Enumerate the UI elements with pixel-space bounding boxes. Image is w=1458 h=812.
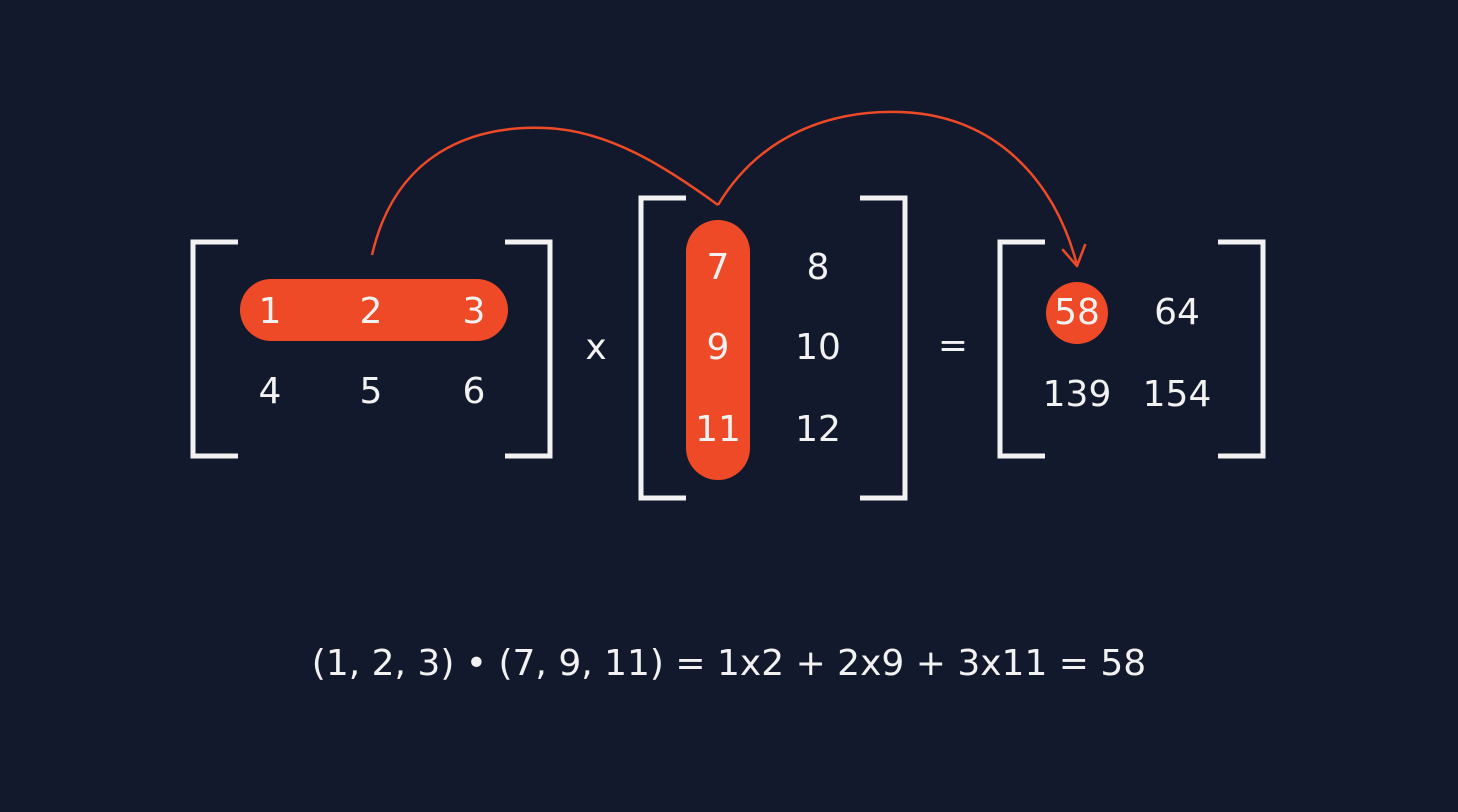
matrix-b-cell-1-1: 7 [706,247,730,288]
multiply-operator: x [585,327,607,368]
result-highlight [1046,282,1108,344]
matrix-a-cell-2-3: 6 [462,371,486,412]
matrix-a-cell-1-3: 3 [462,291,486,332]
arc-column-to-result [716,110,1079,266]
column-highlight [686,220,750,480]
matrix-a-cell-1-1: 1 [258,291,282,332]
matrix-a-right-bracket [505,239,553,459]
row-highlight [240,279,508,341]
matrix-a-cell-2-1: 4 [258,371,282,412]
matrix-b-left-bracket [638,195,686,501]
matrix-c-cell-1-1: 58 [1054,292,1100,333]
matrix-b-cell-1-2: 8 [806,247,830,288]
matrix-b-cell-3-2: 12 [795,409,841,450]
matrix-c-cell-2-1: 139 [1042,374,1112,415]
matrix-a-cell-2-2: 5 [359,371,383,412]
arc-row-to-column [370,126,719,256]
matrix-c-left-bracket [997,239,1045,459]
matrix-b-cell-2-2: 10 [795,327,841,368]
matrix-a-left-bracket [190,239,238,459]
matrix-b-right-bracket [860,195,908,501]
arrowhead-icon [1061,243,1087,268]
matrix-c-right-bracket [1218,239,1266,459]
dot-product-formula: (1, 2, 3) • (7, 9, 11) = 1x2 + 2x9 + 3x1… [311,643,1147,684]
matrix-a-cell-1-2: 2 [359,291,383,332]
matrix-c-cell-2-2: 154 [1142,374,1212,415]
matrix-b-cell-3-1: 11 [695,409,741,450]
matrix-c-cell-1-2: 64 [1154,292,1200,333]
matrix-b-cell-2-1: 9 [706,327,730,368]
equals-operator: = [937,325,969,366]
